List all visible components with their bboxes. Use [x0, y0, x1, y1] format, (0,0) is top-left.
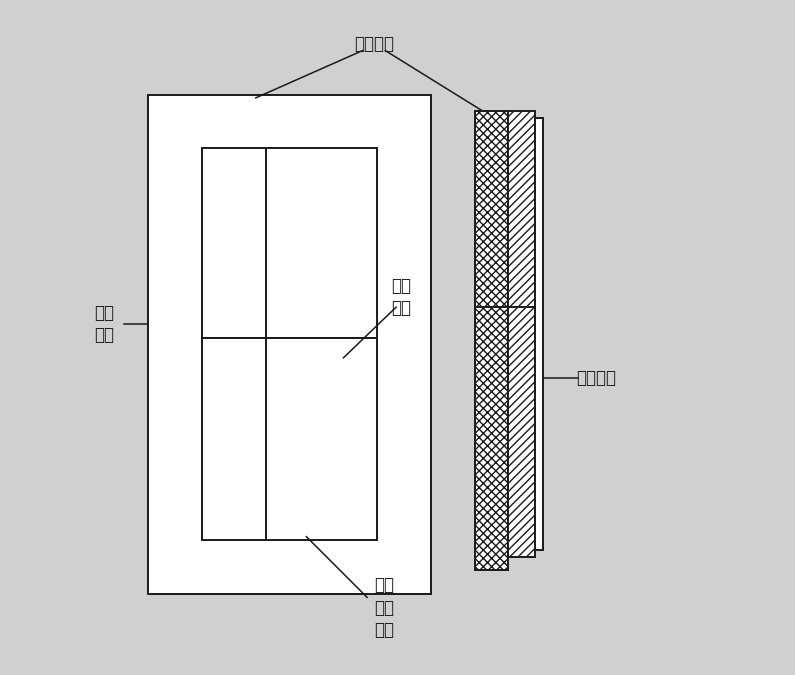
Bar — [148, 95, 431, 594]
Text: 塑料垫板: 塑料垫板 — [354, 35, 394, 53]
Text: 塑料压片: 塑料压片 — [576, 369, 617, 387]
Text: 充分
腐蚀
样件: 充分 腐蚀 样件 — [374, 576, 394, 639]
Bar — [475, 111, 507, 570]
Text: 塑料
压片: 塑料 压片 — [94, 304, 114, 344]
Bar — [507, 111, 534, 557]
Bar — [202, 338, 378, 540]
Bar — [202, 148, 378, 338]
Bar — [534, 118, 543, 550]
Text: 加工
样品: 加工 样品 — [391, 277, 411, 317]
